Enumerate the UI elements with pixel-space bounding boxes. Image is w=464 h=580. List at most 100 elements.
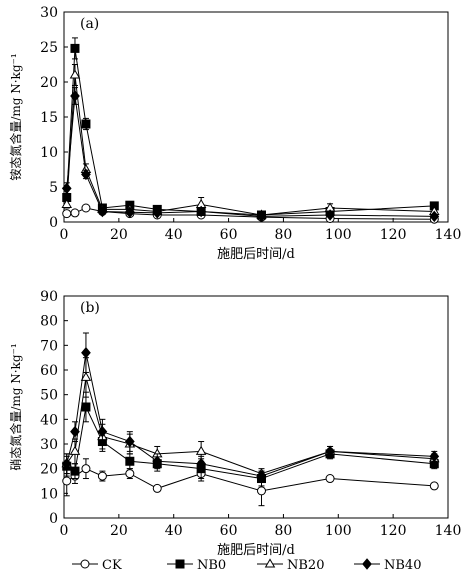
data-point [70, 425, 80, 438]
y-tick-label: 25 [40, 40, 58, 56]
data-point [97, 205, 108, 218]
data-point [80, 371, 92, 381]
y-tick-label: 10 [40, 145, 58, 161]
data-point [125, 456, 135, 466]
x-tick-label: 0 [60, 523, 69, 539]
panel-label: (a) [80, 16, 99, 32]
data-point [69, 69, 81, 79]
x-tick-label: 40 [165, 523, 183, 539]
y-axis-label: 铵态氮含量/mg N·kg⁻¹ [8, 53, 23, 180]
x-tick-label: 140 [435, 523, 462, 539]
x-tick-label: 80 [275, 227, 293, 243]
plot-frame [63, 295, 449, 519]
x-tick-label: 120 [380, 523, 407, 539]
data-point [429, 450, 440, 463]
series-line [66, 468, 435, 492]
data-point [81, 464, 91, 474]
x-axis-label: 施肥后时间/d [217, 247, 295, 262]
x-tick-label: 60 [220, 227, 238, 243]
legend-marker [175, 559, 185, 569]
data-point [256, 486, 266, 496]
panel-b: 0 20 40 60 80 100 120 140 0 10 20 30 40 50 60 70 80 90 (b)… [8, 289, 461, 558]
series-line [66, 48, 435, 216]
data-point [61, 457, 72, 470]
series-ck [62, 458, 439, 507]
y-tick-label: 80 [40, 314, 58, 330]
legend-marker [264, 558, 276, 568]
legend-label: NB40 [384, 558, 421, 573]
data-point [429, 210, 440, 223]
y-tick-label: 90 [40, 289, 58, 305]
y-tick-label: 60 [40, 363, 58, 379]
y-tick-label: 0 [49, 215, 58, 231]
data-point [81, 203, 91, 213]
data-point [62, 476, 72, 486]
data-point [196, 457, 206, 470]
x-tick-label: 40 [165, 227, 183, 243]
data-point [81, 402, 91, 412]
legend-marker [80, 559, 90, 569]
series-nb20 [61, 357, 440, 480]
panel-a: 0 20 40 60 80 100 120 140 0 5 10 15 20 25 30 (a) 施肥后时间/d… [8, 5, 461, 262]
data-point [256, 210, 267, 223]
y-tick-label: 0 [49, 511, 58, 527]
data-point [152, 207, 163, 219]
data-point [429, 481, 439, 491]
data-point [62, 209, 72, 219]
legend-label: NB0 [197, 558, 226, 573]
x-tick-label: 120 [380, 227, 407, 243]
x-axis-label: 施肥后时间/d [217, 543, 295, 558]
y-axis-label: 硝态氮含量/mg N·kg⁻¹ [8, 343, 23, 470]
y-tick-label: 30 [40, 437, 58, 453]
x-tick-label: 80 [275, 523, 293, 539]
data-point [325, 209, 335, 221]
y-tick-label: 50 [40, 388, 58, 404]
x-tick-label: 100 [325, 227, 352, 243]
data-point [70, 90, 80, 102]
data-point [124, 435, 135, 448]
data-point [81, 119, 91, 129]
panel-label: (b) [80, 300, 100, 316]
data-point [124, 206, 135, 218]
data-point [196, 205, 206, 218]
data-point [325, 474, 335, 484]
data-point [69, 445, 81, 455]
data-point [70, 208, 80, 218]
x-tick-label: 20 [110, 523, 128, 539]
y-tick-label: 40 [40, 412, 58, 428]
data-point [152, 455, 163, 468]
x-tick-label: 0 [60, 227, 69, 243]
data-point [81, 168, 91, 181]
x-tick-label: 60 [220, 523, 238, 539]
x-tick-label: 140 [435, 227, 462, 243]
series-nb20 [61, 64, 440, 219]
legend-label: NB20 [287, 558, 324, 573]
legend-label: CK [102, 558, 122, 573]
data-point [81, 346, 91, 359]
y-tick-label: 10 [40, 486, 58, 502]
y-tick-label: 5 [49, 180, 58, 196]
data-point [125, 469, 135, 479]
data-point [70, 43, 80, 53]
y-tick-label: 30 [40, 5, 58, 21]
data-point [152, 483, 162, 493]
data-point [325, 445, 335, 458]
y-tick-label: 20 [40, 75, 58, 91]
data-point [97, 471, 107, 481]
data-point [256, 470, 267, 482]
data-point [61, 198, 73, 208]
data-point [61, 182, 72, 195]
series-line [66, 95, 435, 217]
plot-frame [63, 11, 449, 223]
series-line [66, 207, 435, 220]
data-point [70, 466, 80, 476]
series-nb40 [61, 87, 440, 223]
series-nb40 [61, 332, 440, 482]
series-line [66, 405, 435, 480]
series-line [66, 352, 435, 477]
legend-marker [362, 558, 372, 570]
series-line [66, 377, 435, 475]
series-nb0 [62, 391, 439, 487]
